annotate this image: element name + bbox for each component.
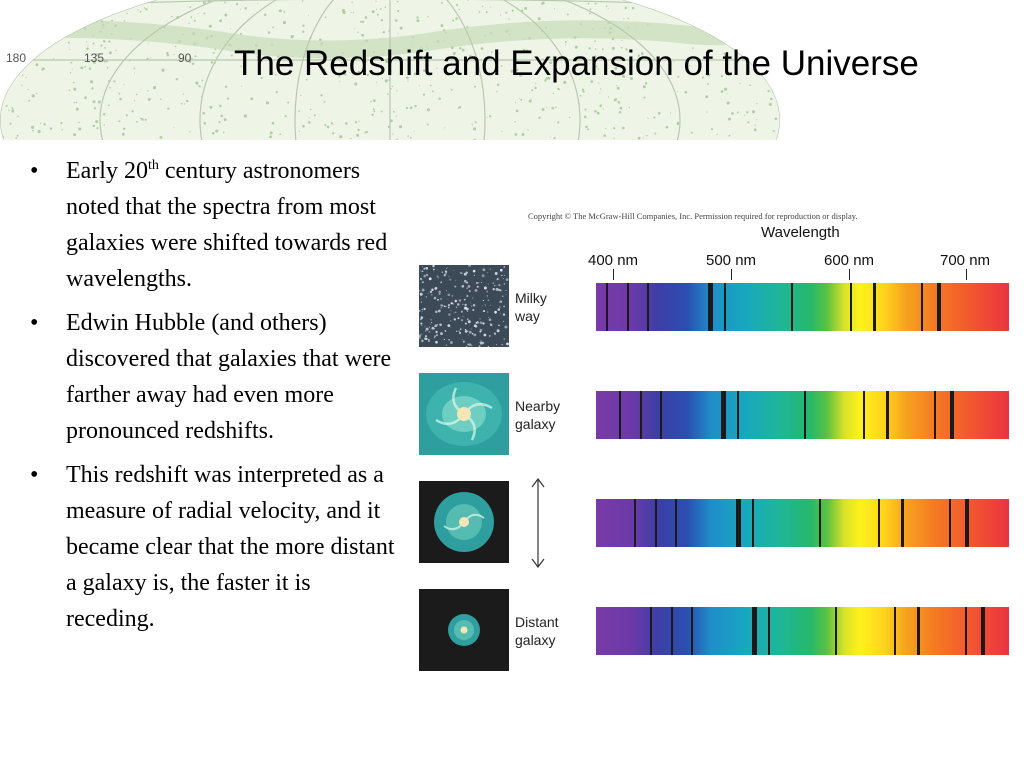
map-label-90: 90 <box>178 51 192 65</box>
bullet-superscript: th <box>147 158 159 173</box>
nearby-galaxy-image <box>419 373 509 455</box>
spectrum-distant-galaxy <box>596 607 1009 655</box>
tick-label-700: 700 nm <box>940 252 991 269</box>
bullet-item: • Early 20th century astronomers noted th… <box>30 153 400 297</box>
tick-mark <box>731 269 732 280</box>
tick-label-500: 500 nm <box>706 252 757 269</box>
bullet-text-part: Early 20 <box>66 158 148 184</box>
spectrum-nearby-galaxy <box>596 391 1009 439</box>
copyright-notice: Copyright © The McGraw-Hill Companies, I… <box>528 211 858 221</box>
redshift-figure: Copyright © The McGraw-Hill Companies, I… <box>410 205 1024 685</box>
map-label-135: 135 <box>84 51 105 65</box>
bullet-item: • This redshift was interpreted as a meas… <box>30 457 400 637</box>
distant-galaxy-image <box>419 589 509 671</box>
tick-mark <box>966 269 967 280</box>
row-label-distant-galaxy: Distant galaxy <box>515 614 559 648</box>
milky-way-image <box>419 265 509 347</box>
wavelength-axis-title: Wavelength <box>761 224 840 241</box>
spectrum-mid-galaxy <box>596 499 1009 547</box>
tick-mark <box>849 269 850 280</box>
distance-arrow <box>531 478 545 568</box>
spectrum-milky-way <box>596 283 1009 331</box>
tick-label-600: 600 nm <box>824 252 875 269</box>
sky-map-background <box>0 0 780 140</box>
bullet-item: • Edwin Hubble (and others) discovered th… <box>30 305 400 449</box>
bullet-symbol: • <box>30 462 39 488</box>
bullet-symbol: • <box>30 310 39 336</box>
tick-label-400: 400 nm <box>588 252 639 269</box>
tick-mark <box>613 269 614 280</box>
row-label-milky-way: Milky way <box>515 290 547 324</box>
slide-title: The Redshift and Expansion of the Univer… <box>234 44 919 83</box>
map-label-180: 180 <box>6 51 27 65</box>
bullet-list: • Early 20th century astronomers noted th… <box>30 153 400 645</box>
mid-galaxy-image <box>419 481 509 563</box>
bullet-text: Edwin Hubble (and others) discovered tha… <box>66 310 392 444</box>
row-label-nearby-galaxy: Nearby galaxy <box>515 398 561 432</box>
bullet-text: This redshift was interpreted as a measu… <box>66 462 395 632</box>
bullet-text-part: century astronomers noted that the spect… <box>66 158 388 292</box>
bullet-symbol: • <box>30 158 39 184</box>
